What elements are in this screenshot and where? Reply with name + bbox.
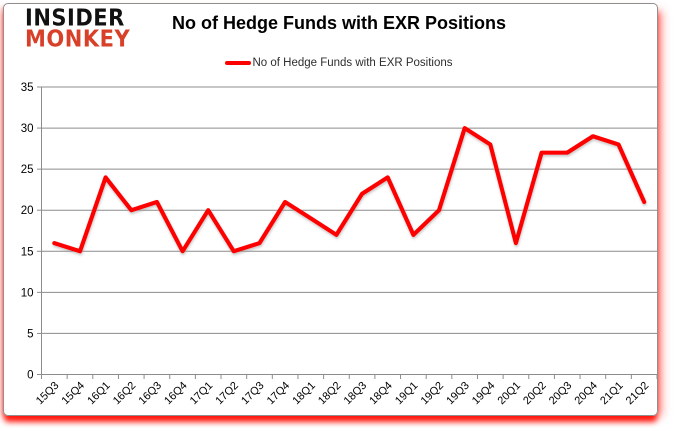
x-tick-label: 17Q1 xyxy=(188,380,216,408)
logo-text-monkey: MONKEY xyxy=(25,25,131,52)
x-tick-label: 17Q4 xyxy=(265,380,293,408)
x-tick-label: 16Q2 xyxy=(111,380,139,408)
x-tick-label: 18Q4 xyxy=(367,380,395,408)
x-tick-label: 17Q2 xyxy=(213,380,241,408)
x-tick-label: 16Q4 xyxy=(162,380,190,408)
chart-title: No of Hedge Funds with EXR Positions xyxy=(171,13,506,33)
y-tick-label: 20 xyxy=(21,205,34,217)
x-tick-label: 19Q3 xyxy=(444,380,472,408)
y-tick-label: 30 xyxy=(21,123,34,135)
series-line xyxy=(52,126,647,254)
x-tick-label: 19Q1 xyxy=(393,380,421,408)
x-tick-label: 20Q2 xyxy=(521,380,549,408)
logo-text-insider: INSIDER xyxy=(25,4,125,31)
y-tick-label: 10 xyxy=(21,287,34,299)
x-tick-label: 18Q1 xyxy=(290,380,318,408)
y-tick-label: 25 xyxy=(21,164,34,176)
x-tick-label: 15Q3 xyxy=(34,380,62,408)
y-tick-label: 15 xyxy=(21,246,34,258)
x-tick-label: 18Q2 xyxy=(316,380,344,408)
x-tick-label: 15Q4 xyxy=(60,380,88,408)
x-tick-label: 20Q3 xyxy=(547,380,575,408)
x-tick-label: 18Q3 xyxy=(342,380,370,408)
y-tick-label: 35 xyxy=(21,82,34,94)
x-tick-label: 17Q3 xyxy=(239,380,267,408)
chart-legend: No of Hedge Funds with EXR Positions xyxy=(0,57,678,69)
x-tick-label: 20Q4 xyxy=(572,380,600,408)
x-tick-label: 19Q4 xyxy=(470,380,498,408)
x-tick-label: 19Q2 xyxy=(419,380,447,408)
x-tick-label: 16Q3 xyxy=(137,380,165,408)
y-tick-label: 0 xyxy=(27,370,33,382)
y-tick-label: 5 xyxy=(27,328,33,340)
legend-label: No of Hedge Funds with EXR Positions xyxy=(252,57,453,69)
x-tick-label: 21Q2 xyxy=(624,380,652,408)
insider-monkey-logo: INSIDER MONKEY xyxy=(25,4,131,52)
x-tick-label: 16Q1 xyxy=(85,380,113,408)
x-tick-label: 20Q1 xyxy=(496,380,524,408)
x-tick-label: 21Q1 xyxy=(598,380,626,408)
legend-line-swatch xyxy=(225,61,252,65)
